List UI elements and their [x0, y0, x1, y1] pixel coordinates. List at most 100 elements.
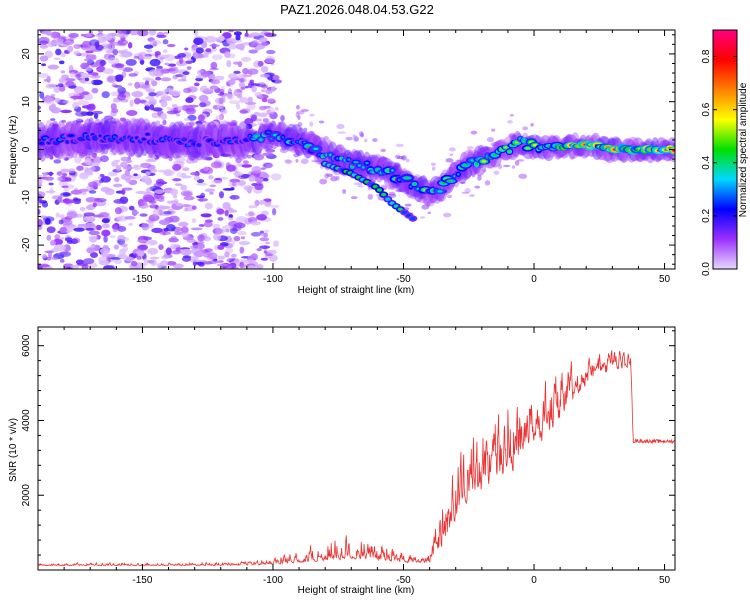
spectrogram-noise-blob: [63, 197, 70, 205]
spectrogram-noise-blob: [461, 191, 470, 194]
spectrogram-noise-blob: [247, 255, 257, 260]
spectrogram-noise-blob: [509, 114, 514, 117]
spectrogram-noise-blob: [115, 164, 122, 172]
spectrogram-noise-blob: [490, 128, 496, 132]
spectrogram-noise-blob: [75, 73, 82, 78]
spectrogram-noise-blob: [149, 168, 158, 173]
colorbar: 0.0 0.2 0.4 0.6 0.8 Normalized spectral ampl…: [701, 29, 749, 276]
spectrogram-noise-blob: [148, 259, 156, 265]
spectrogram-noise-blob: [183, 195, 195, 201]
snr-y-tick-label: 2000: [21, 484, 32, 507]
spectrogram-noise-blob: [61, 218, 73, 226]
spectrogram-noise-blob: [197, 198, 209, 202]
spectrogram-noise-blob: [39, 215, 47, 219]
spectrogram-noise-blob: [42, 254, 47, 259]
spectrogram-noise-blob: [207, 121, 220, 129]
spectrogram-noise-blob: [194, 82, 200, 87]
spectrogram-noise-blob: [76, 262, 89, 267]
spectrogram-noise-blob: [238, 180, 246, 187]
spectrogram-noise-blob: [209, 43, 220, 48]
spectrogram-noise-blob: [242, 74, 253, 78]
spectrogram-noise-blob: [297, 115, 301, 121]
spectrogram-noise-blob: [100, 155, 109, 163]
spectrogram-noise-blob: [217, 260, 224, 263]
spectrogram-noise-blob: [380, 148, 386, 153]
spectrogram-noise-blob: [171, 104, 178, 108]
spectrogram-noise-blob: [116, 74, 124, 79]
spectrogram-noise-blob: [405, 158, 410, 163]
spectrogram-noise-blob: [39, 44, 49, 49]
spectrogram-noise-blob: [159, 125, 165, 132]
spectrogram-noise-blob: [85, 197, 97, 203]
spectrogram-noise-blob: [65, 120, 78, 127]
spectrogram-noise-blob: [38, 219, 43, 227]
spectrogram-ridge-core: [504, 146, 508, 149]
spectrogram-noise-blob: [466, 146, 474, 150]
spectrogram-noise-blob: [85, 33, 93, 37]
spectrogram-noise-blob: [147, 155, 157, 159]
colorbar-label: Normalized spectral amplitude: [738, 82, 749, 217]
spectrogram-noise-blob: [120, 173, 132, 181]
spectrogram-noise-blob: [212, 223, 221, 229]
spectrogram-noise-blob: [208, 252, 218, 260]
spectrogram-noise-blob: [257, 82, 266, 86]
spectrogram-noise-blob: [146, 147, 157, 155]
spectrogram-noise-blob: [259, 37, 268, 44]
spectrogram-noise-blob: [58, 35, 67, 40]
spectrogram-noise-blob: [120, 161, 128, 168]
spectrogram-noise-blob: [59, 214, 65, 219]
spectrogram-noise-blob: [85, 66, 93, 72]
spectrogram-noise-blob: [357, 185, 364, 188]
snr-y-tick-label: 6000: [21, 334, 32, 357]
spectrogram-noise-blob: [113, 159, 121, 163]
spectrogram-noise-blob: [303, 127, 308, 133]
spectrogram-noise-blob: [81, 105, 92, 109]
spectrogram-noise-blob: [530, 122, 534, 127]
spectrogram-noise-blob: [427, 211, 432, 215]
spectrogram-noise-blob: [110, 103, 117, 110]
spectrogram-noise-blob: [260, 89, 266, 93]
spectrogram-noise-blob: [144, 80, 150, 86]
spectrogram-ridge-core: [404, 176, 410, 180]
spectrogram-noise-blob: [202, 88, 214, 95]
spectrogram-noise-blob: [54, 97, 61, 103]
spectrogram-noise-blob: [183, 87, 192, 94]
spectrogram-noise-blob: [87, 126, 98, 131]
spectrogram-noise-blob: [109, 148, 116, 156]
spectrogram-noise-blob: [224, 51, 231, 58]
spectrogram-noise-blob: [154, 189, 164, 194]
spectrogram-noise-blob: [257, 121, 269, 126]
spectrogram-noise-blob: [73, 86, 85, 94]
spectrogram-noise-blob: [128, 222, 133, 226]
spectrogram-noise-blob: [216, 263, 229, 267]
spectrogram-x-label: Height of straight line (km): [298, 285, 415, 296]
colorbar-tick-label: 0.6: [701, 102, 712, 116]
spectrogram-noise-blob: [263, 232, 269, 238]
spectrogram-noise-blob: [229, 195, 240, 200]
colorbar-tick-label: 0.4: [701, 155, 712, 169]
spectrogram-ridge-core: [456, 173, 460, 176]
spectrogram-noise-blob: [393, 162, 401, 168]
spectrogram-noise-blob: [81, 40, 92, 49]
spectrogram-noise-blob: [226, 60, 232, 68]
spectrogram-noise-blob: [190, 172, 199, 176]
spectrogram-noise-blob: [468, 194, 475, 198]
spectrogram-noise-blob: [74, 156, 82, 164]
spectrogram-noise-blob: [55, 212, 61, 218]
spectrogram-noise-blob: [228, 43, 238, 50]
spectrogram-noise-blob: [49, 155, 54, 160]
spectrogram-noise-blob: [136, 255, 142, 260]
spectrogram-noise-blob: [244, 32, 249, 37]
spectrogram-noise-blob: [60, 109, 72, 114]
spectrogram-ridge-core: [68, 134, 74, 137]
spectrogram-noise-blob: [70, 189, 83, 195]
spectrogram-noise-blob: [75, 130, 86, 134]
spectrogram-ridge-core: [182, 138, 186, 141]
spectrogram-noise-blob: [259, 245, 271, 249]
spectrogram-noise-blob: [181, 226, 189, 234]
spectrogram-ridge-haze: [161, 127, 175, 158]
spectrogram-noise-blob: [222, 187, 235, 191]
spectrogram-noise-blob: [65, 80, 75, 87]
spectrogram-noise-blob: [311, 160, 320, 163]
